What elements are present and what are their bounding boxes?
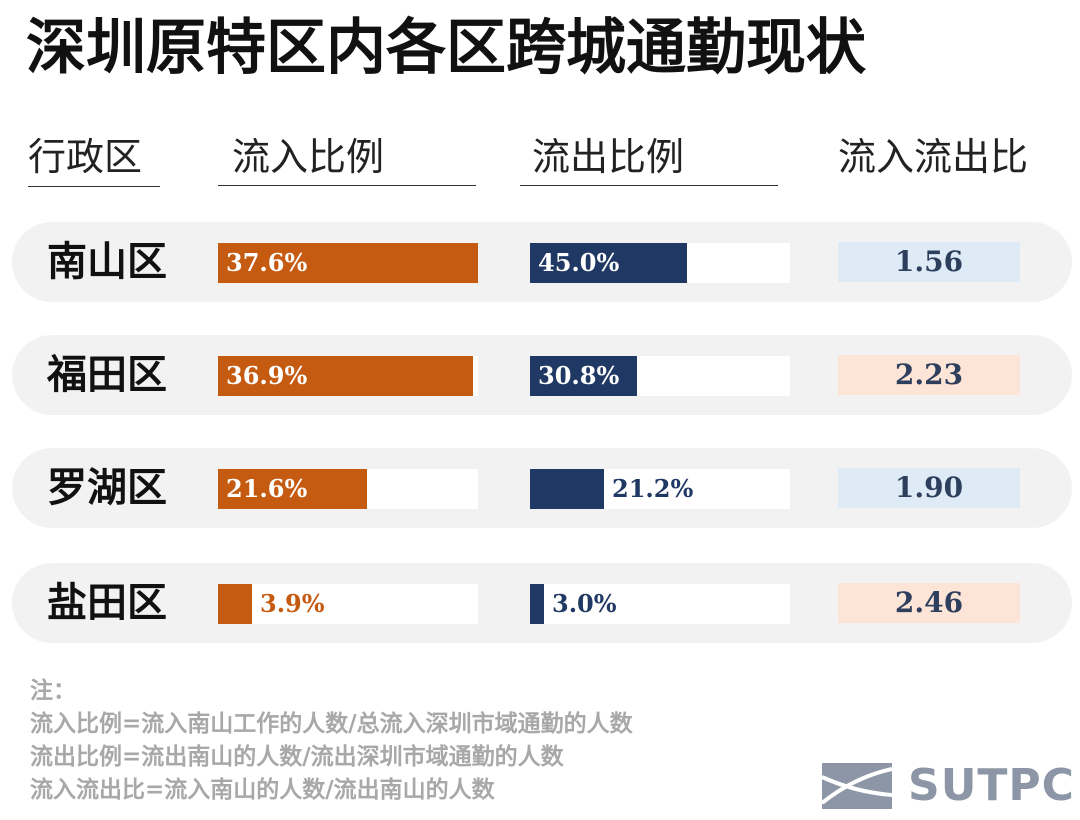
outflow-value-label: 21.2% (612, 474, 694, 503)
district-label: 罗湖区 (47, 464, 167, 511)
inflow-bar (218, 584, 252, 624)
district-label: 盐田区 (47, 579, 167, 626)
outflow-bar (530, 469, 604, 509)
inflow-value-label: 21.6% (226, 474, 308, 503)
outflow-track: 45.0% (530, 243, 790, 283)
inflow-value-label: 37.6% (226, 248, 308, 277)
inflow-value-label: 3.9% (260, 589, 325, 618)
outflow-value-label: 3.0% (552, 589, 617, 618)
header-ratio: 流入流出比 (838, 135, 1029, 179)
inflow-track: 3.9% (218, 584, 478, 624)
sutpc-logo: SUTPC (822, 760, 1075, 812)
inflow-track: 36.9% (218, 356, 478, 396)
inflow-track: 37.6% (218, 243, 478, 283)
ratio-value: 2.46 (838, 583, 1020, 623)
district-label: 南山区 (47, 238, 167, 285)
logo-text: SUTPC (908, 760, 1075, 811)
inflow-value-label: 36.9% (226, 361, 308, 390)
outflow-track: 21.2% (530, 469, 790, 509)
header-district: 行政区 (28, 134, 160, 187)
outflow-value-label: 45.0% (538, 248, 620, 277)
inflow-bar (218, 356, 473, 396)
ratio-value: 1.56 (838, 242, 1020, 282)
chart-title: 深圳原特区内各区跨城通勤现状 (26, 13, 866, 83)
note-inflow: 流入比例=流入南山工作的人数/总流入深圳市域通勤的人数 (30, 710, 633, 737)
outflow-track: 30.8% (530, 356, 790, 396)
outflow-track: 3.0% (530, 584, 790, 624)
note-outflow: 流出比例=流出南山的人数/流出深圳市域通勤的人数 (30, 743, 564, 770)
outflow-bar (530, 584, 544, 624)
district-label: 福田区 (47, 351, 167, 398)
note-ratio: 流入流出比=流入南山的人数/流出南山的人数 (30, 776, 495, 803)
outflow-bar (530, 243, 687, 283)
ratio-value: 2.23 (838, 355, 1020, 395)
header-outflow: 流出比例 (520, 134, 778, 186)
ratio-value: 1.90 (838, 468, 1020, 508)
sutpc-logo-icon (822, 763, 892, 809)
note-heading: 注： (30, 677, 76, 704)
inflow-track: 21.6% (218, 469, 478, 509)
inflow-bar (218, 243, 478, 283)
outflow-value-label: 30.8% (538, 361, 620, 390)
outflow-bar (530, 356, 637, 396)
inflow-bar (218, 469, 367, 509)
header-inflow: 流入比例 (218, 134, 476, 186)
